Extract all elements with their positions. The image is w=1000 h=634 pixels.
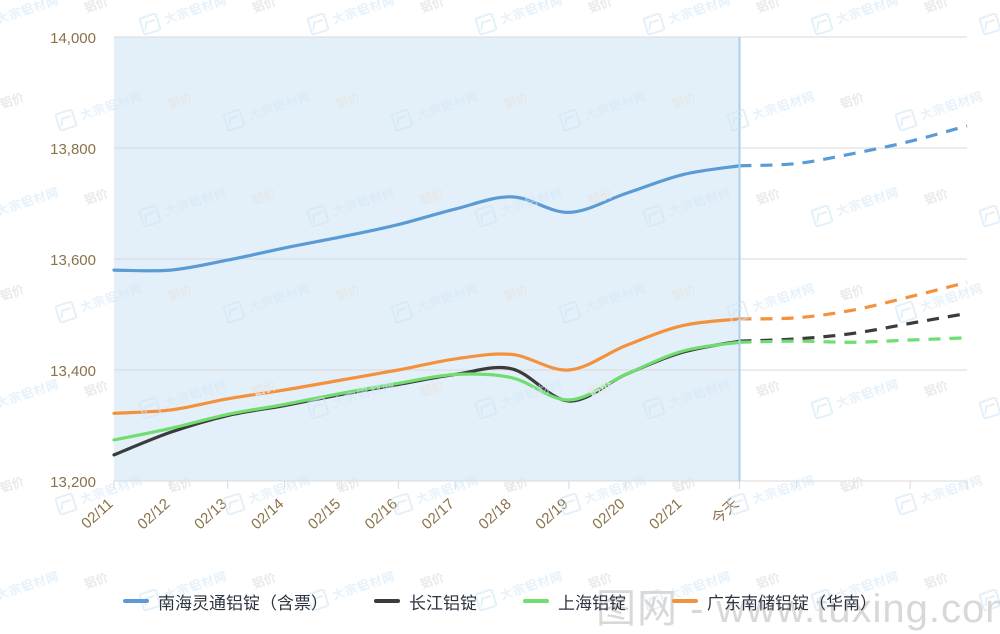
x-tick-label-8: 02/19 <box>532 495 571 533</box>
y-tick-label-2: 13,600 <box>50 252 96 269</box>
series-line-forecast-1 <box>739 311 968 343</box>
series-line-forecast-3 <box>739 280 968 321</box>
series-line-solid-3 <box>112 317 742 415</box>
x-tick-label-5: 02/16 <box>362 495 401 533</box>
x-tick-label-4: 02/15 <box>305 495 344 533</box>
x-axis <box>113 481 968 489</box>
series-line-solid-2 <box>112 340 742 442</box>
x-tick-label-11: 今天 <box>709 495 743 528</box>
x-tick-label-2: 02/13 <box>191 495 230 533</box>
x-axis-labels: 02/11 02/12 02/13 02/14 02/15 02/16 02/17 02/18… <box>78 495 742 533</box>
x-tick-label-3: 02/14 <box>248 495 287 533</box>
y-tick-label-1: 13,400 <box>50 363 96 380</box>
series-line-forecast-2 <box>739 336 968 344</box>
series-line-forecast-0 <box>739 124 968 168</box>
x-tick-label-7: 02/18 <box>475 495 514 533</box>
x-tick-label-9: 02/20 <box>589 495 628 533</box>
x-tick-label-1: 02/12 <box>134 495 173 533</box>
y-tick-label-3: 13,800 <box>50 141 96 158</box>
series-lines <box>112 124 968 457</box>
series-line-solid-0 <box>112 164 742 273</box>
x-tick-label-0: 02/11 <box>78 495 116 532</box>
y-tick-label-0: 13,200 <box>50 474 96 491</box>
gridlines <box>114 36 967 482</box>
x-tick-label-10: 02/21 <box>646 495 685 533</box>
x-tick-label-6: 02/17 <box>419 495 458 533</box>
y-axis-labels: 13,200 13,400 13,600 13,800 14,000 <box>50 30 96 491</box>
y-tick-label-4: 14,000 <box>50 30 96 47</box>
